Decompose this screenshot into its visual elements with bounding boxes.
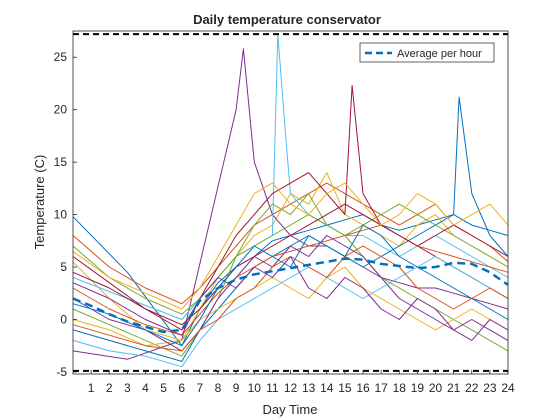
x-tick-label: 1 — [88, 381, 95, 395]
x-tick-label: 19 — [411, 381, 425, 395]
x-tick-label: 8 — [215, 381, 222, 395]
x-tick-label: 15 — [338, 381, 352, 395]
x-tick-label: 24 — [501, 381, 515, 395]
legend-label-average: Average per hour — [397, 48, 482, 60]
x-tick-label: 10 — [248, 381, 262, 395]
x-tick-label: 12 — [284, 381, 298, 395]
y-tick-label: 5 — [60, 260, 67, 274]
y-tick-label: 20 — [54, 103, 68, 117]
x-tick-label: 21 — [447, 381, 461, 395]
x-tick-label: 9 — [233, 381, 240, 395]
x-tick-label: 13 — [302, 381, 316, 395]
x-tick-label: 17 — [374, 381, 388, 395]
x-tick-label: 3 — [124, 381, 131, 395]
x-tick-label: 5 — [160, 381, 167, 395]
x-tick-label: 6 — [178, 381, 185, 395]
y-tick-label: 0 — [60, 312, 67, 326]
chart-title: Daily temperature conservator — [193, 12, 381, 27]
y-tick-label: 15 — [54, 155, 68, 169]
x-tick-label: 22 — [465, 381, 479, 395]
y-tick-label: 10 — [54, 208, 68, 222]
x-tick-label: 18 — [393, 381, 407, 395]
x-tick-label: 7 — [197, 381, 204, 395]
y-tick-label: -5 — [56, 365, 67, 379]
x-tick-label: 16 — [356, 381, 370, 395]
y-tick-label: 25 — [54, 50, 68, 64]
x-tick-label: 23 — [483, 381, 497, 395]
x-axis-label: Day Time — [263, 402, 318, 417]
legend: Average per hour — [360, 43, 494, 62]
y-axis-label: Temperature (C) — [32, 155, 47, 250]
x-tick-label: 20 — [429, 381, 443, 395]
x-tick-label: 2 — [106, 381, 113, 395]
x-tick-label: 14 — [320, 381, 334, 395]
x-tick-label: 4 — [142, 381, 149, 395]
x-tick-label: 11 — [266, 381, 279, 395]
